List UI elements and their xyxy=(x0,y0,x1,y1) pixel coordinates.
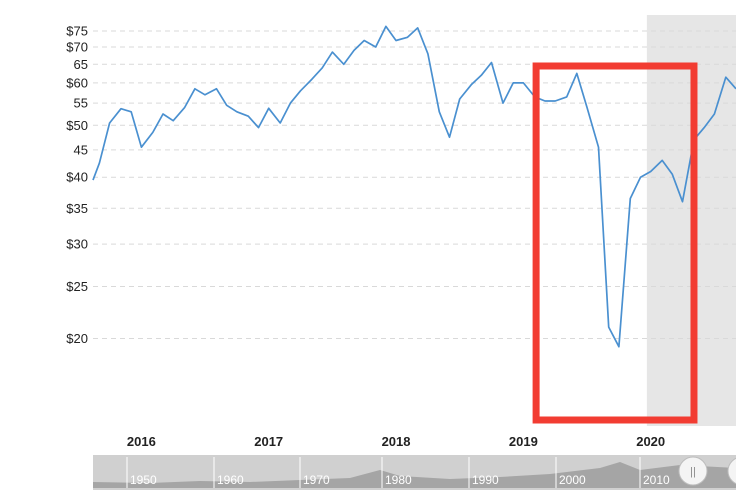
x-axis-ticks: 2016 2017 2018 2019 2020 xyxy=(127,434,665,449)
x-tick-label: 2016 xyxy=(127,434,156,449)
range-navigator[interactable]: 1950 1960 1970 1980 1990 2000 2010 || xyxy=(93,455,736,490)
navigator-label: 1990 xyxy=(472,473,499,487)
y-tick-label: $30 xyxy=(66,237,88,252)
handle-grip-icon: || xyxy=(690,466,696,478)
series-line xyxy=(92,25,736,348)
y-tick-label: $75 xyxy=(66,24,88,39)
y-gridlines xyxy=(93,30,736,339)
navigator-label: 2010 xyxy=(643,473,670,487)
y-tick-label: 65 xyxy=(74,57,88,72)
y-tick-label: $35 xyxy=(66,201,88,216)
y-tick-label: 45 xyxy=(74,142,88,157)
navigator-label: 1980 xyxy=(385,473,412,487)
y-tick-label: $60 xyxy=(66,75,88,90)
highlight-box xyxy=(532,62,698,424)
x-tick-label: 2020 xyxy=(636,434,665,449)
navigator-area xyxy=(93,462,736,488)
y-axis-ticks: $75$70 65 $60 55 $50 45 $40 $35 $30 $25 $20 xyxy=(66,24,88,346)
x-tick-label: 2017 xyxy=(254,434,283,449)
navigator-label: 1970 xyxy=(303,473,330,487)
y-tick-label: $25 xyxy=(66,279,88,294)
y-tick-label: $70 xyxy=(66,40,88,55)
y-tick-label: 55 xyxy=(74,96,88,111)
x-tick-label: 2019 xyxy=(509,434,538,449)
navigator-label: 1960 xyxy=(217,473,244,487)
navigator-right-handle[interactable] xyxy=(727,457,736,485)
y-tick-label: $20 xyxy=(66,331,88,346)
y-tick-label: $50 xyxy=(66,118,88,133)
highlight-rectangle xyxy=(532,62,698,424)
price-series xyxy=(92,25,736,348)
y-tick-label: $40 xyxy=(66,170,88,185)
navigator-label: 2000 xyxy=(559,473,586,487)
navigator-left-handle[interactable]: || xyxy=(678,456,708,486)
x-tick-label: 2018 xyxy=(382,434,411,449)
navigator-label: 1950 xyxy=(130,473,157,487)
